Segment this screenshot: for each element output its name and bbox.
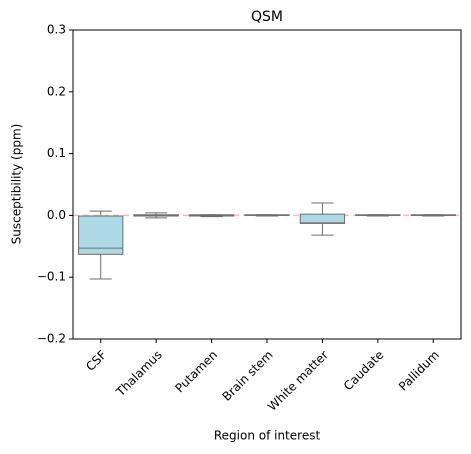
x-tick-label: CSF	[83, 348, 109, 374]
x-tick-label: Thalamus	[113, 348, 165, 400]
y-axis-label: Susceptibility (ppm)	[10, 124, 24, 245]
x-tick-label: Brain stem	[220, 348, 276, 404]
x-tick-label: Putamen	[173, 348, 221, 396]
y-tick-label: 0.1	[47, 146, 66, 160]
box	[299, 213, 346, 224]
x-tick-label: Caudate	[341, 348, 387, 394]
y-tick-label: −0.1	[37, 270, 66, 284]
y-tick-label: 0.2	[47, 84, 66, 98]
y-tick-label: 0.0	[47, 208, 66, 222]
chart-title: QSM	[251, 9, 283, 25]
x-tick-label: Pallidum	[396, 348, 442, 394]
plot-frame	[72, 29, 462, 340]
x-axis-label: Region of interest	[214, 429, 321, 443]
y-tick-label: −0.2	[37, 332, 66, 346]
y-tick-label: 0.3	[47, 23, 66, 37]
